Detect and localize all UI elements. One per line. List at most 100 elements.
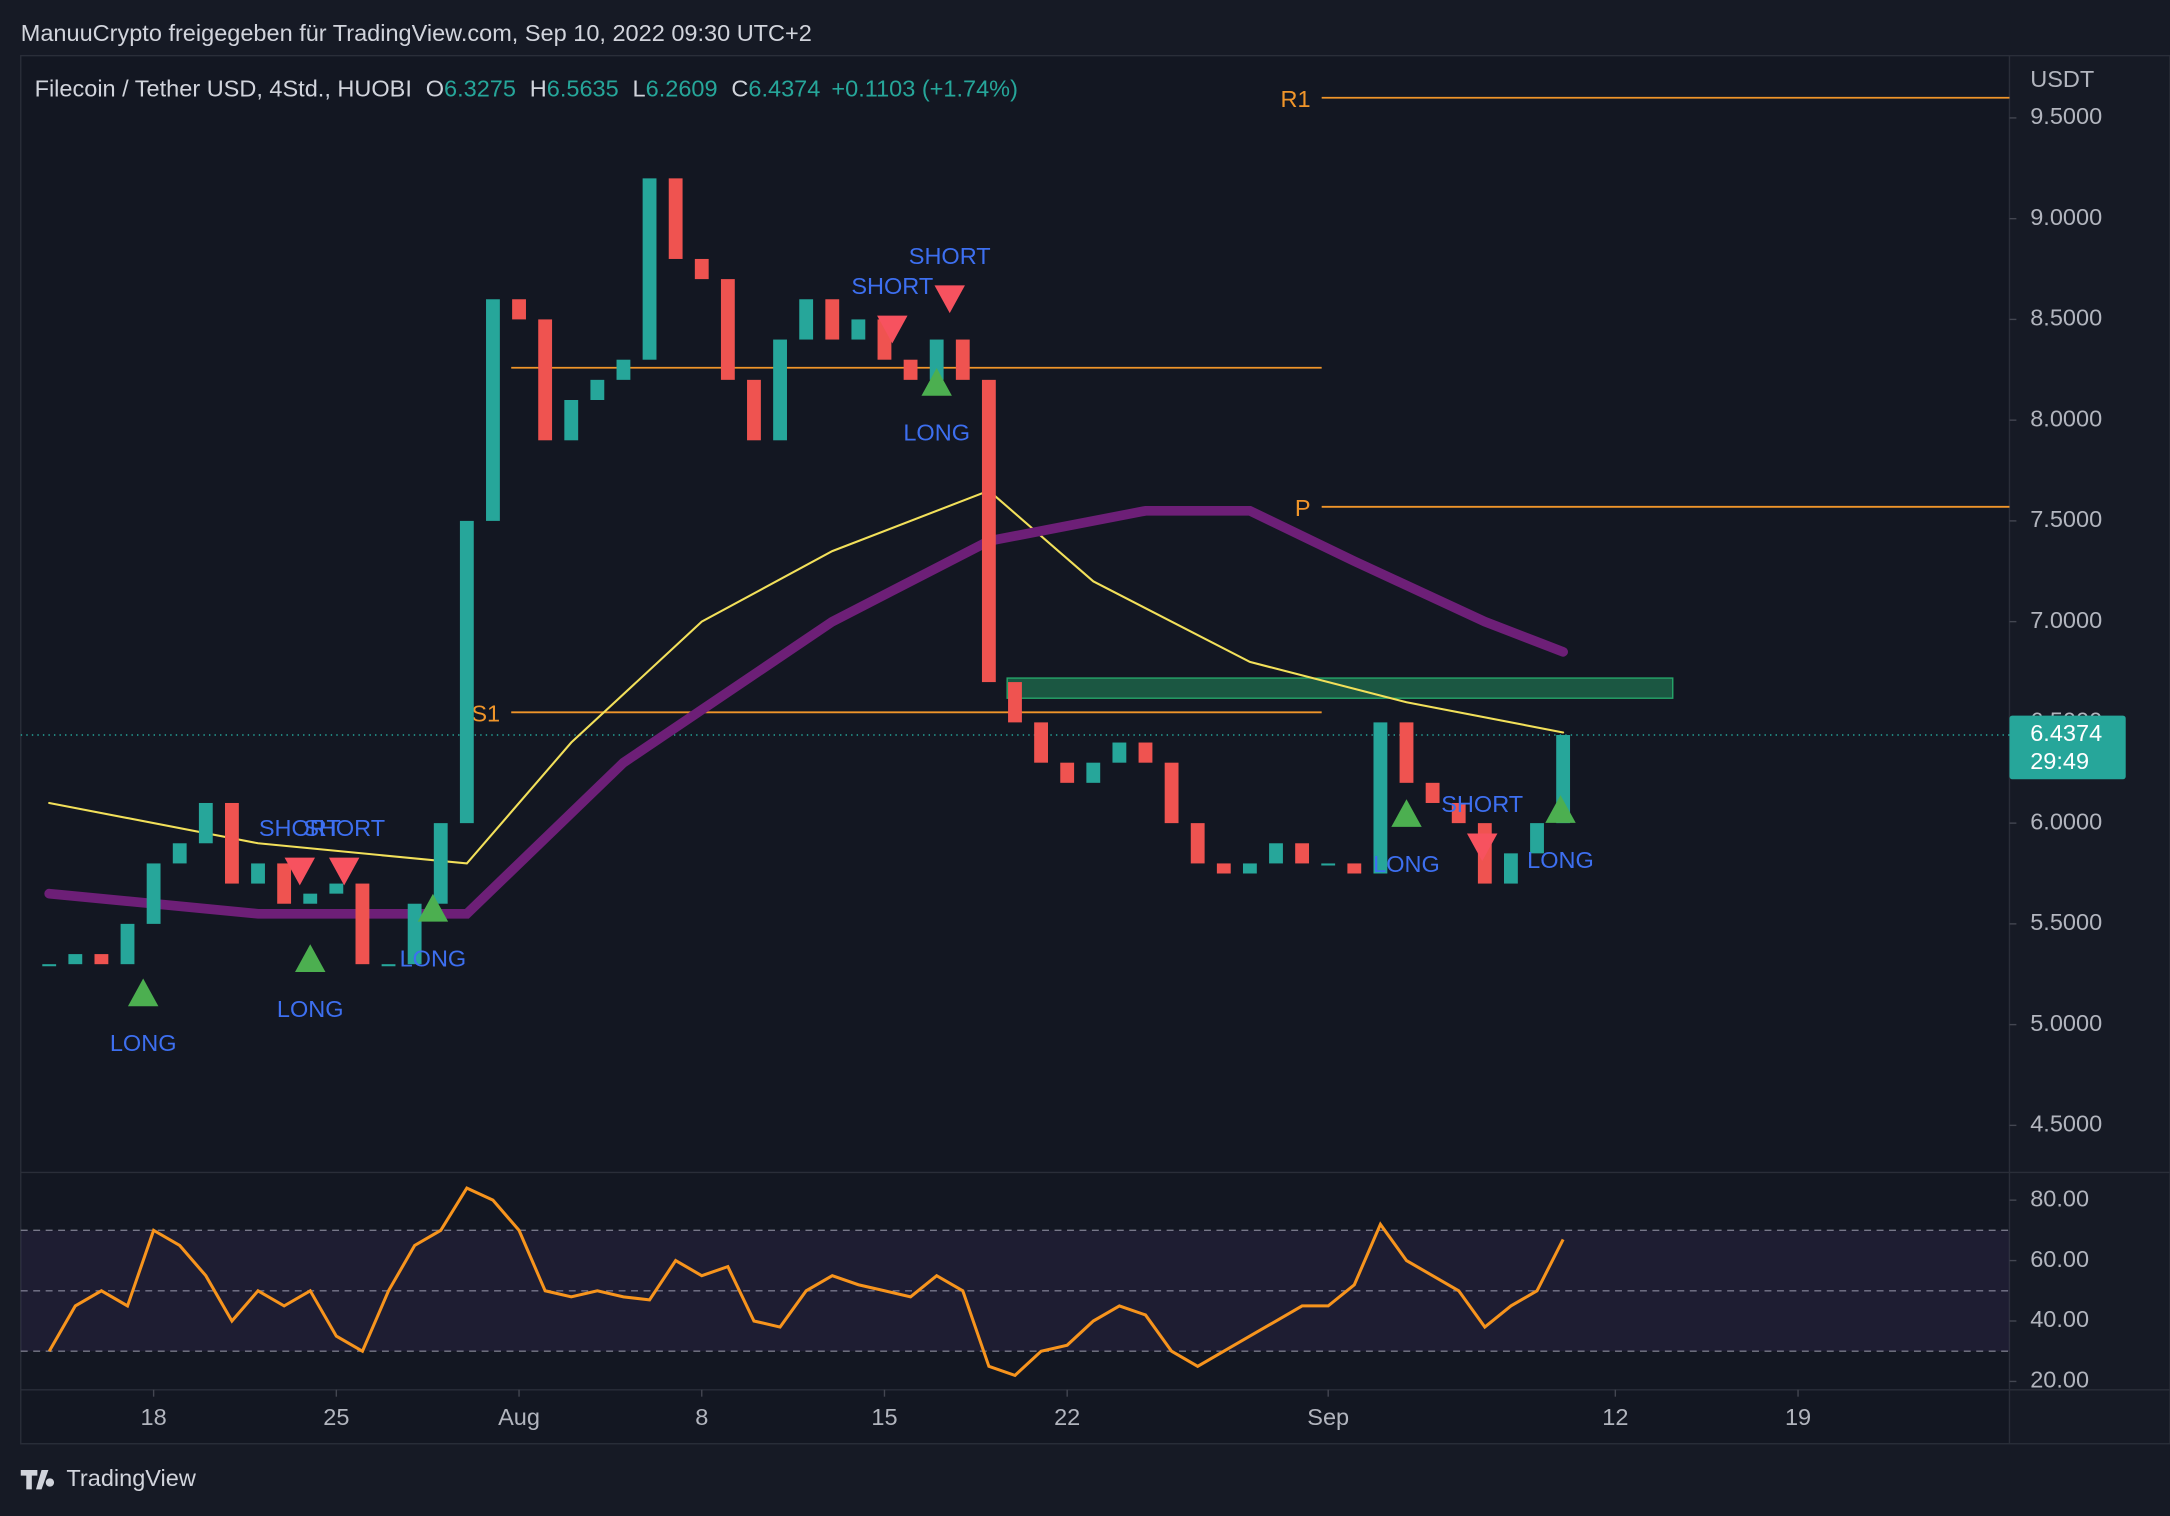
signal-marker [417,893,449,922]
ohlc-key: O [426,75,444,101]
symbol: Filecoin / Tether USD, 4Std., HUOBI [35,75,412,101]
plot-area [20,55,2010,1444]
candle [1347,863,1362,874]
candle [955,339,970,380]
signal-label: SHORT [851,273,933,299]
y-tick-label: 60.00 [2030,1246,2089,1272]
x-tick-label: 12 [1602,1404,1628,1430]
price-tag [2009,715,2126,780]
candle [1321,863,1336,866]
ohlc-value: 6.5635 [547,75,619,101]
candle [773,339,787,441]
logo-icon [20,1470,55,1490]
y-tick-label: 9.0000 [2030,204,2102,230]
y-tick-label: 5.0000 [2030,1010,2102,1036]
signal-label: LONG [1373,851,1440,877]
signal-label: LONG [277,996,344,1022]
signal-label: LONG [1527,847,1594,873]
candle [1112,742,1127,763]
resistance-zone [1006,677,1674,699]
candle [1216,863,1231,874]
signal-label: SHORT [1441,791,1523,817]
candle [1503,853,1518,884]
candle [720,279,735,380]
ohlc-value: 6.3275 [444,75,516,101]
signal-marker [328,857,360,886]
candle [251,863,265,884]
candle [747,379,761,441]
candle [1034,722,1049,763]
candle [1269,843,1283,864]
x-tick-label: 25 [323,1404,349,1430]
candle [486,299,500,521]
currency: USDT [2030,66,2094,92]
y-tick-label: 9.5000 [2030,103,2102,129]
byline: ManuuCrypto freigegeben für TradingView.… [21,20,812,46]
candle [668,178,683,259]
y-tick-label: 4.5000 [2030,1111,2102,1137]
signal-marker [1545,795,1576,823]
candle [120,923,135,965]
candle [616,359,631,380]
frame [20,54,2170,1445]
candle [146,863,161,924]
y-tick-label: 7.0000 [2030,607,2102,633]
candle [329,883,344,894]
footer-logo: TradingView [20,1465,197,1491]
candle [1164,762,1179,824]
y-tick-label: 5.5000 [2030,909,2102,935]
candle [929,339,944,380]
signal-marker [921,368,952,396]
candle [172,843,187,864]
pivot-label: S1 [471,700,500,726]
candle [512,299,526,320]
x-tick-label: Aug [498,1404,540,1430]
signal-label: LONG [110,1030,177,1056]
candle [1242,863,1257,874]
candle [851,319,866,340]
y-tick-label: 20.00 [2030,1367,2089,1393]
x-tick-label: 8 [695,1404,708,1430]
ohlc-key: H [530,75,547,101]
candle [1008,682,1022,723]
candle [1190,823,1205,864]
x-tick-label: Sep [1307,1404,1349,1430]
candle [1138,742,1153,763]
x-tick-label: 19 [1785,1404,1811,1430]
candle [825,299,840,340]
candle [694,258,709,280]
ohlc-key: C [731,75,748,101]
y-tick-label: 7.5000 [2030,506,2102,532]
candle [1373,722,1388,874]
y-tick-label: 8.0000 [2030,405,2102,431]
y-tick-label: 8.5000 [2030,305,2102,331]
signal-label: LONG [903,420,970,446]
candle [1060,762,1075,783]
signal-label: SHORT [259,815,341,841]
candle [1086,762,1101,783]
candle [225,802,239,884]
ohlc-value: 6.2609 [646,75,718,101]
moving-average [48,489,1565,865]
candle [1295,843,1310,864]
candle [407,903,422,965]
candle [381,964,396,967]
signal-marker [1391,799,1422,827]
candle [1530,823,1544,854]
candle [590,379,605,401]
signal-label: SHORT [303,815,385,841]
signal-marker [284,857,316,886]
candle [303,893,318,904]
pivot-label: P [1295,495,1311,521]
signal-marker [127,978,159,1007]
candle [1451,802,1466,824]
candle [903,359,918,380]
x-tick-label: 18 [141,1404,167,1430]
legend: Filecoin / Tether USD, 4Std., HUOBI O6.32… [35,75,1018,101]
signal-marker [877,315,908,344]
x-tick-label: 15 [871,1404,897,1430]
signal-marker [1466,833,1498,862]
x-tick-label: 22 [1054,1404,1080,1430]
y-tick-label: 80.00 [2030,1185,2089,1211]
candle [642,178,657,360]
